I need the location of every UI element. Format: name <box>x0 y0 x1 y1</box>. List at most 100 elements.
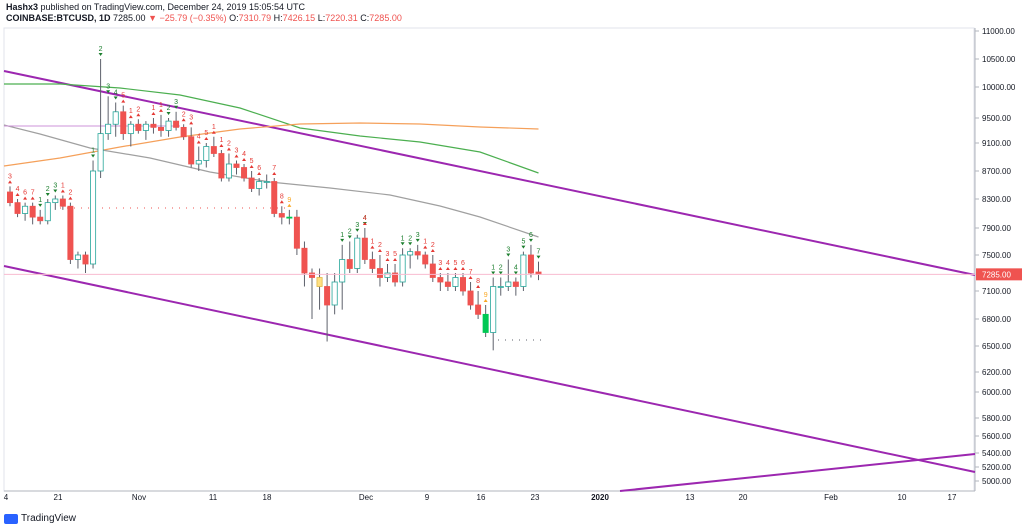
td-count-label: 2 <box>68 190 72 197</box>
td-marker-down <box>536 255 541 259</box>
tradingview-logo[interactable]: TradingView <box>4 513 76 524</box>
td-marker-up <box>121 99 126 103</box>
open-value: 7310.79 <box>238 13 272 23</box>
td-count-label: 9 <box>287 197 291 204</box>
td-marker-down <box>521 245 526 249</box>
td-count-label: 1 <box>38 197 42 204</box>
td-marker-up <box>181 118 186 122</box>
td-marker-up <box>393 258 398 261</box>
td-marker-down <box>166 112 171 115</box>
td-marker-up <box>445 267 450 270</box>
td-count-label: 3 <box>106 83 110 90</box>
candle-up <box>497 286 504 288</box>
price-tick-label: 10500.00 <box>982 55 1016 64</box>
td-marker-up <box>423 245 428 249</box>
price-tick-label: 7100.00 <box>982 287 1011 296</box>
td-marker-down <box>340 238 345 242</box>
td-count-label: 4 <box>16 186 20 193</box>
author-name: Hashx3 <box>6 2 39 12</box>
td-count-label: 2 <box>182 111 186 118</box>
td-count-label: 7 <box>469 269 473 276</box>
candle-down <box>316 277 323 287</box>
candle-up <box>339 259 346 283</box>
candle-down <box>14 202 21 214</box>
td-marker-up <box>234 154 239 158</box>
candle-down <box>414 251 421 256</box>
publish-text: published on TradingView.com, December 2… <box>40 2 306 12</box>
candle-up <box>399 254 406 283</box>
candle-down <box>527 254 534 274</box>
time-axis[interactable]: 4 21 Nov 11 18 Dec 9 16 23 2020 13 20 Feb 10 17 <box>4 493 957 502</box>
td-count-label: 8 <box>476 278 480 285</box>
td-count-label: 1 <box>401 235 405 242</box>
td-count-label: 4 <box>514 265 518 272</box>
candle-down <box>248 177 255 189</box>
td-marker-up <box>370 245 375 249</box>
candle-down <box>293 216 300 249</box>
candle-down <box>444 281 451 287</box>
plot-area[interactable] <box>3 27 975 492</box>
td-count-label: 4 <box>197 134 201 141</box>
candle-up <box>112 111 119 125</box>
candle-up <box>105 123 112 135</box>
td-count-label: 8 <box>280 193 284 200</box>
td-count-label: 6 <box>461 260 465 267</box>
td-count-label: 1 <box>370 239 374 246</box>
low-value: 7220.31 <box>325 13 358 23</box>
time-tick-label: 17 <box>948 493 957 502</box>
candle-up <box>52 198 59 204</box>
price-tick-label: 10000.00 <box>982 83 1016 92</box>
candle-down <box>459 277 466 292</box>
time-tick-label: 11 <box>209 493 218 502</box>
candle-down <box>29 205 36 218</box>
candle-up <box>97 133 104 172</box>
td-marker-down <box>513 271 518 275</box>
trend-line <box>619 453 976 492</box>
candle-down <box>82 254 89 265</box>
price-tick-label: 8300.00 <box>982 195 1011 204</box>
td-marker-up <box>211 130 216 134</box>
candle-up <box>384 272 391 278</box>
candle-down <box>37 216 44 222</box>
td-marker-up <box>242 158 247 161</box>
td-count-label: 3 <box>174 99 178 106</box>
td-marker-up <box>226 147 231 151</box>
td-marker-up <box>430 249 435 252</box>
candle-down <box>59 198 66 207</box>
td-marker-up <box>385 258 390 261</box>
time-tick-label: 4 <box>4 493 9 502</box>
td-count-label: 1 <box>151 105 155 112</box>
candle-down <box>308 272 315 278</box>
td-count-label: 2 <box>136 106 140 113</box>
td-marker-up <box>438 267 443 270</box>
td-count-label: 3 <box>53 183 57 190</box>
ma-orange <box>3 122 539 167</box>
time-tick-label: Nov <box>132 493 146 502</box>
td-marker-up <box>136 113 141 117</box>
td-marker-up <box>461 267 465 270</box>
candle-up <box>490 286 497 333</box>
time-tick-label: 23 <box>531 493 540 502</box>
last-price: 7285.00 <box>113 13 146 23</box>
td-count-label: 2 <box>99 46 103 53</box>
td-marker-up <box>196 140 201 144</box>
candle-down <box>67 205 74 260</box>
time-tick-label: 18 <box>263 493 272 502</box>
td-marker-up <box>151 112 156 115</box>
time-tick-label: 20 <box>739 493 748 502</box>
td-marker-down <box>38 203 43 207</box>
td-marker-up <box>483 299 488 302</box>
price-tick-label: 9100.00 <box>982 139 1011 148</box>
td-marker-up <box>453 267 458 270</box>
candle-down <box>218 153 225 179</box>
candle-down <box>150 123 157 128</box>
price-axis[interactable]: 5000.00 5200.00 5400.00 5600.00 5800.00 6000.… <box>975 27 1016 486</box>
td-marker-up <box>257 172 262 175</box>
candle-down <box>467 290 474 306</box>
td-marker-up <box>60 189 65 193</box>
td-count-label: 3 <box>355 222 359 229</box>
td-count-label: 3 <box>235 148 239 155</box>
tradingview-brand: TradingView <box>21 513 77 524</box>
candle-up <box>142 123 149 131</box>
